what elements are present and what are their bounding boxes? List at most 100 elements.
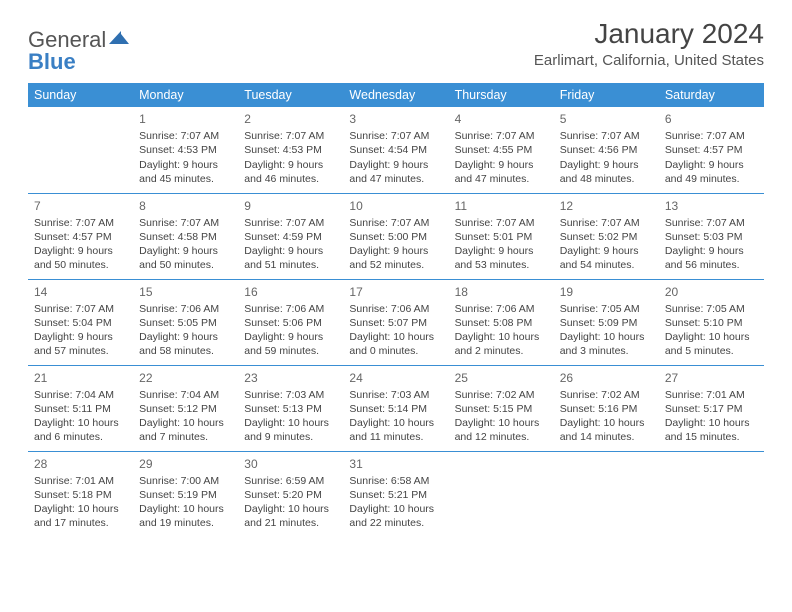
calendar-cell: 4Sunrise: 7:07 AMSunset: 4:55 PMDaylight…	[449, 107, 554, 193]
sunrise-line: Sunrise: 7:04 AM	[34, 388, 127, 402]
day-number: 7	[34, 198, 127, 214]
daylight-line: Daylight: 9 hours and 50 minutes.	[34, 244, 127, 272]
sunset-line: Sunset: 5:00 PM	[349, 230, 442, 244]
calendar-cell: 3Sunrise: 7:07 AMSunset: 4:54 PMDaylight…	[343, 107, 448, 193]
sunrise-line: Sunrise: 7:06 AM	[139, 302, 232, 316]
sunrise-line: Sunrise: 7:06 AM	[244, 302, 337, 316]
daylight-line: Daylight: 10 hours and 7 minutes.	[139, 416, 232, 444]
daylight-line: Daylight: 9 hours and 51 minutes.	[244, 244, 337, 272]
calendar-cell: 18Sunrise: 7:06 AMSunset: 5:08 PMDayligh…	[449, 279, 554, 365]
day-number: 5	[560, 111, 653, 127]
calendar-cell: 13Sunrise: 7:07 AMSunset: 5:03 PMDayligh…	[659, 193, 764, 279]
sunset-line: Sunset: 5:04 PM	[34, 316, 127, 330]
calendar-cell: 31Sunrise: 6:58 AMSunset: 5:21 PMDayligh…	[343, 451, 448, 537]
daylight-line: Daylight: 10 hours and 14 minutes.	[560, 416, 653, 444]
calendar-cell: 2Sunrise: 7:07 AMSunset: 4:53 PMDaylight…	[238, 107, 343, 193]
calendar-cell: 27Sunrise: 7:01 AMSunset: 5:17 PMDayligh…	[659, 365, 764, 451]
day-number: 15	[139, 284, 232, 300]
daylight-line: Daylight: 10 hours and 19 minutes.	[139, 502, 232, 530]
daylight-line: Daylight: 10 hours and 5 minutes.	[665, 330, 758, 358]
daylight-line: Daylight: 10 hours and 9 minutes.	[244, 416, 337, 444]
calendar-cell	[449, 451, 554, 537]
sunset-line: Sunset: 5:08 PM	[455, 316, 548, 330]
sunrise-line: Sunrise: 7:00 AM	[139, 474, 232, 488]
day-header: Saturday	[659, 83, 764, 107]
calendar-cell: 1Sunrise: 7:07 AMSunset: 4:53 PMDaylight…	[133, 107, 238, 193]
daylight-line: Daylight: 9 hours and 53 minutes.	[455, 244, 548, 272]
sunset-line: Sunset: 5:16 PM	[560, 402, 653, 416]
sunset-line: Sunset: 4:58 PM	[139, 230, 232, 244]
sunset-line: Sunset: 4:54 PM	[349, 143, 442, 157]
daylight-line: Daylight: 10 hours and 2 minutes.	[455, 330, 548, 358]
sunrise-line: Sunrise: 6:59 AM	[244, 474, 337, 488]
calendar-cell: 14Sunrise: 7:07 AMSunset: 5:04 PMDayligh…	[28, 279, 133, 365]
sunset-line: Sunset: 5:19 PM	[139, 488, 232, 502]
calendar-cell	[554, 451, 659, 537]
sunrise-line: Sunrise: 7:07 AM	[244, 216, 337, 230]
sunset-line: Sunset: 4:57 PM	[665, 143, 758, 157]
day-number: 22	[139, 370, 232, 386]
sunrise-line: Sunrise: 7:07 AM	[665, 216, 758, 230]
sunset-line: Sunset: 5:11 PM	[34, 402, 127, 416]
calendar-cell: 20Sunrise: 7:05 AMSunset: 5:10 PMDayligh…	[659, 279, 764, 365]
daylight-line: Daylight: 10 hours and 15 minutes.	[665, 416, 758, 444]
calendar-cell: 26Sunrise: 7:02 AMSunset: 5:16 PMDayligh…	[554, 365, 659, 451]
logo: GeneralBlue	[28, 18, 129, 75]
day-number: 13	[665, 198, 758, 214]
calendar-cell: 25Sunrise: 7:02 AMSunset: 5:15 PMDayligh…	[449, 365, 554, 451]
daylight-line: Daylight: 10 hours and 17 minutes.	[34, 502, 127, 530]
day-number: 3	[349, 111, 442, 127]
day-number: 17	[349, 284, 442, 300]
sunset-line: Sunset: 4:57 PM	[34, 230, 127, 244]
location: Earlimart, California, United States	[534, 52, 764, 69]
sunrise-line: Sunrise: 7:07 AM	[560, 129, 653, 143]
calendar-cell: 24Sunrise: 7:03 AMSunset: 5:14 PMDayligh…	[343, 365, 448, 451]
calendar-cell: 23 Sunrise: 7:03 AMSunset: 5:13 PMDayligh…	[238, 365, 343, 451]
daylight-line: Daylight: 10 hours and 6 minutes.	[34, 416, 127, 444]
sunrise-line: Sunrise: 7:03 AM	[244, 388, 337, 402]
sunset-line: Sunset: 5:02 PM	[560, 230, 653, 244]
calendar-table: SundayMondayTuesdayWednesdayThursdayFrid…	[28, 83, 764, 537]
sunset-line: Sunset: 5:03 PM	[665, 230, 758, 244]
day-number: 6	[665, 111, 758, 127]
daylight-line: Daylight: 10 hours and 12 minutes.	[455, 416, 548, 444]
day-number: 1	[139, 111, 232, 127]
header: GeneralBlue January 2024 Earlimart, Cali…	[28, 18, 764, 75]
calendar-cell: 11Sunrise: 7:07 AMSunset: 5:01 PMDayligh…	[449, 193, 554, 279]
sunrise-line: Sunrise: 7:06 AM	[349, 302, 442, 316]
sunrise-line: Sunrise: 7:07 AM	[34, 302, 127, 316]
sunrise-line: Sunrise: 7:06 AM	[455, 302, 548, 316]
day-number: 27	[665, 370, 758, 386]
title-block: January 2024 Earlimart, California, Unit…	[534, 18, 764, 69]
daylight-line: Daylight: 10 hours and 0 minutes.	[349, 330, 442, 358]
sunset-line: Sunset: 5:07 PM	[349, 316, 442, 330]
day-number: 11	[455, 198, 548, 214]
daylight-line: Daylight: 9 hours and 58 minutes.	[139, 330, 232, 358]
sunrise-line: Sunrise: 7:07 AM	[665, 129, 758, 143]
daylight-line: Daylight: 9 hours and 59 minutes.	[244, 330, 337, 358]
sunrise-line: Sunrise: 7:07 AM	[139, 216, 232, 230]
day-number: 14	[34, 284, 127, 300]
calendar-cell: 17 Sunrise: 7:06 AMSunset: 5:07 PMDayligh…	[343, 279, 448, 365]
day-number: 28	[34, 456, 127, 472]
sunset-line: Sunset: 5:13 PM	[244, 402, 337, 416]
day-number: 29	[139, 456, 232, 472]
calendar-cell: 29 Sunrise: 7:00 AMSunset: 5:19 PMDayligh…	[133, 451, 238, 537]
day-header: Tuesday	[238, 83, 343, 107]
calendar-header-row: SundayMondayTuesdayWednesdayThursdayFrid…	[28, 83, 764, 107]
day-number: 30	[244, 456, 337, 472]
daylight-line: Daylight: 9 hours and 47 minutes.	[455, 158, 548, 186]
sunset-line: Sunset: 5:18 PM	[34, 488, 127, 502]
day-number: 23	[244, 370, 337, 386]
daylight-line: Daylight: 9 hours and 50 minutes.	[139, 244, 232, 272]
sunset-line: Sunset: 5:01 PM	[455, 230, 548, 244]
calendar-cell	[659, 451, 764, 537]
calendar-cell: 16Sunrise: 7:06 AMSunset: 5:06 PMDayligh…	[238, 279, 343, 365]
sunset-line: Sunset: 5:17 PM	[665, 402, 758, 416]
calendar-cell: 15 Sunrise: 7:06 AMSunset: 5:05 PMDayligh…	[133, 279, 238, 365]
daylight-line: Daylight: 9 hours and 54 minutes.	[560, 244, 653, 272]
sunset-line: Sunset: 5:10 PM	[665, 316, 758, 330]
sunset-line: Sunset: 5:05 PM	[139, 316, 232, 330]
day-number: 21	[34, 370, 127, 386]
daylight-line: Daylight: 9 hours and 49 minutes.	[665, 158, 758, 186]
